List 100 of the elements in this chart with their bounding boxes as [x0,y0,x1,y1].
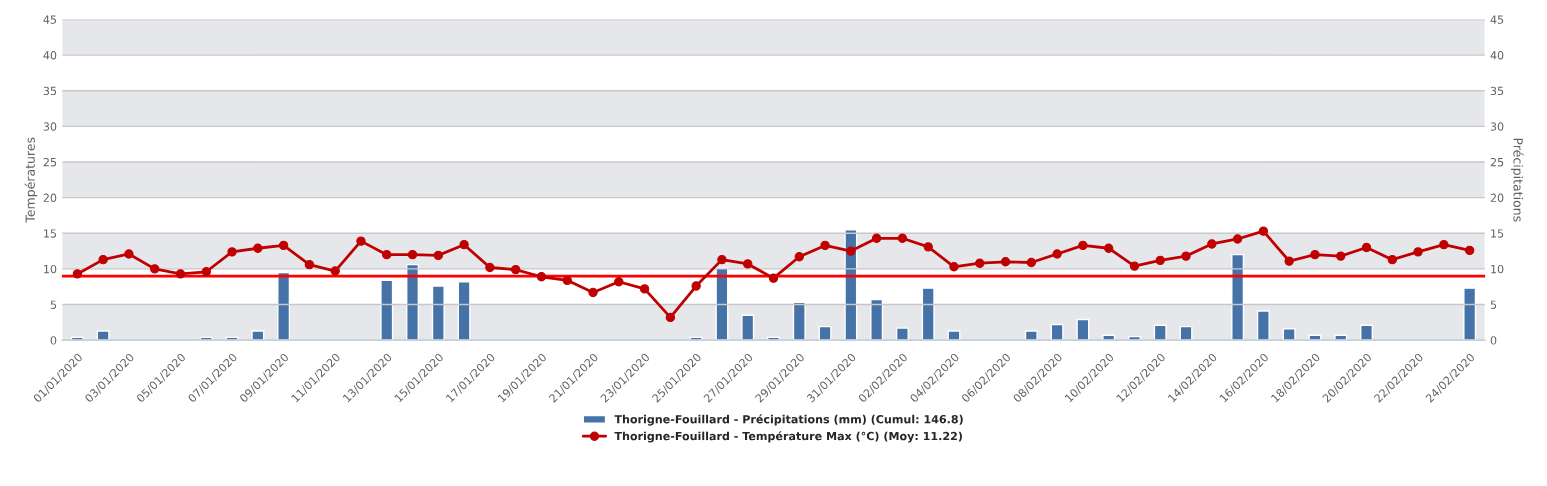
point [433,250,443,261]
point [588,287,598,298]
y2-tick-label: 30 [1490,122,1504,131]
point [975,258,985,268]
bar [792,301,806,341]
y-tick-label: 25 [43,157,57,167]
point [175,269,186,279]
point [897,233,908,243]
y2-tick-label: 45 [1490,15,1504,24]
point [1052,249,1062,259]
y-tick-label: 5 [50,300,57,309]
bar [251,330,265,341]
y2-tick-label: 35 [1490,86,1504,96]
point [227,247,237,257]
y2-axis-title: Précipitations [1510,138,1524,222]
bar [1463,287,1477,341]
y-tick-label: 0 [50,336,57,345]
point [1387,254,1397,265]
point [1284,256,1294,266]
point [124,249,134,259]
point [768,273,779,283]
y2-tick-label: 15 [1491,229,1504,238]
bar [947,330,961,341]
bar [1308,334,1322,341]
bar [1127,335,1141,341]
bar [1153,324,1167,341]
y-tick-label: 20 [43,193,57,203]
point [1129,261,1140,271]
point [1413,247,1423,257]
y-tick-label: 30 [43,122,57,131]
point [1104,243,1114,253]
point [1207,239,1217,249]
point [1464,245,1475,256]
point [794,252,804,262]
point [949,262,959,272]
point [1078,240,1088,251]
point [356,236,366,246]
point [717,254,727,265]
point [923,242,933,252]
point [743,259,753,269]
y-tick-label: 45 [43,15,57,24]
legend-label: Thorigne-Fouillard - Précipitations (mm) (Cumul: 146.8) [614,414,963,426]
point [1000,257,1011,267]
bar [1024,330,1038,341]
bar [895,327,909,341]
point [871,233,882,243]
y2-tick-label: 5 [1490,300,1497,309]
point [562,275,572,286]
y2-tick-label: 20 [1490,193,1504,203]
point [1026,257,1037,268]
point [485,262,495,273]
point [1310,249,1320,260]
bar [1231,253,1245,341]
bar [1360,324,1374,341]
y2-tick-label: 0 [1490,336,1497,345]
point [330,266,340,276]
point [150,264,160,274]
bar [406,263,420,341]
point [665,312,676,323]
y-tick-label: 40 [43,51,57,60]
bar [1076,318,1090,341]
point [614,277,624,287]
y-axis-title: Températures [24,137,38,223]
bar [1179,325,1193,341]
bar [844,229,858,341]
point [536,272,547,282]
point [1181,251,1191,261]
point [510,264,521,275]
point [1439,240,1449,250]
point [691,281,701,291]
bar [1282,328,1296,341]
bar [457,281,471,341]
point [639,284,650,294]
bar [715,267,729,341]
point [1258,226,1269,236]
y2-tick-label: 40 [1490,51,1504,60]
point [201,267,211,277]
point [407,249,418,260]
point [1155,255,1165,266]
y-tick-label: 35 [43,86,57,96]
y2-tick-label: 10 [1491,264,1504,274]
point [820,240,830,251]
bar [741,314,755,341]
bar [818,325,832,341]
bar [1050,323,1064,341]
point [1336,251,1346,261]
point [304,259,315,270]
bar [1102,334,1116,341]
bar [870,298,884,341]
point [382,249,392,260]
bar [1334,334,1348,341]
bar [380,279,394,341]
point [1361,242,1372,253]
legend-label: Thorigne-Fouillard - Température Max (°C) (Moy: 11.22) [614,431,962,443]
y-tick-label: 10 [44,264,57,274]
point [253,243,263,253]
bar [277,271,291,341]
bar [921,287,935,341]
y-tick-label: 15 [44,229,57,238]
y2-tick-label: 25 [1490,157,1504,167]
